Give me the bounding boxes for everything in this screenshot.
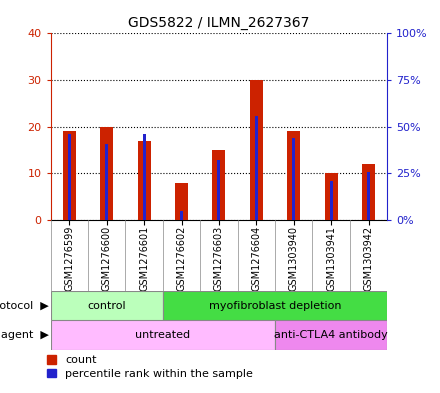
Bar bbox=[180, 211, 183, 220]
Text: GSM1276600: GSM1276600 bbox=[102, 226, 112, 291]
Title: GDS5822 / ILMN_2627367: GDS5822 / ILMN_2627367 bbox=[128, 16, 310, 29]
Bar bbox=[105, 143, 108, 220]
Text: GSM1276599: GSM1276599 bbox=[64, 226, 74, 291]
Text: myofibroblast depletion: myofibroblast depletion bbox=[209, 301, 341, 310]
Bar bbox=[287, 131, 300, 220]
Text: GSM1276601: GSM1276601 bbox=[139, 226, 149, 291]
Text: untreated: untreated bbox=[135, 330, 191, 340]
Bar bbox=[217, 160, 220, 220]
Bar bbox=[51, 291, 163, 320]
Bar bbox=[100, 127, 113, 220]
Bar bbox=[51, 320, 275, 350]
Bar bbox=[250, 80, 263, 220]
Text: GSM1276604: GSM1276604 bbox=[251, 226, 261, 291]
Text: control: control bbox=[88, 301, 126, 310]
Legend: count, percentile rank within the sample: count, percentile rank within the sample bbox=[48, 355, 253, 379]
Text: GSM1276602: GSM1276602 bbox=[176, 226, 187, 291]
Bar bbox=[143, 134, 146, 220]
Text: GSM1303940: GSM1303940 bbox=[289, 226, 299, 291]
Text: protocol  ▶: protocol ▶ bbox=[0, 301, 48, 310]
Text: GSM1303941: GSM1303941 bbox=[326, 226, 336, 291]
Bar bbox=[362, 164, 375, 220]
Text: GSM1276603: GSM1276603 bbox=[214, 226, 224, 291]
Text: anti-CTLA4 antibody: anti-CTLA4 antibody bbox=[274, 330, 388, 340]
Bar bbox=[175, 183, 188, 220]
Bar bbox=[367, 171, 370, 220]
Bar bbox=[63, 131, 76, 220]
Bar bbox=[292, 138, 295, 220]
Bar bbox=[330, 181, 333, 220]
Bar bbox=[325, 173, 337, 220]
Bar bbox=[68, 134, 71, 220]
Bar bbox=[255, 116, 258, 220]
Bar bbox=[213, 150, 225, 220]
Bar bbox=[163, 291, 387, 320]
Text: agent  ▶: agent ▶ bbox=[0, 330, 48, 340]
Bar bbox=[138, 141, 150, 220]
Text: GSM1303942: GSM1303942 bbox=[363, 226, 374, 291]
Bar bbox=[275, 320, 387, 350]
